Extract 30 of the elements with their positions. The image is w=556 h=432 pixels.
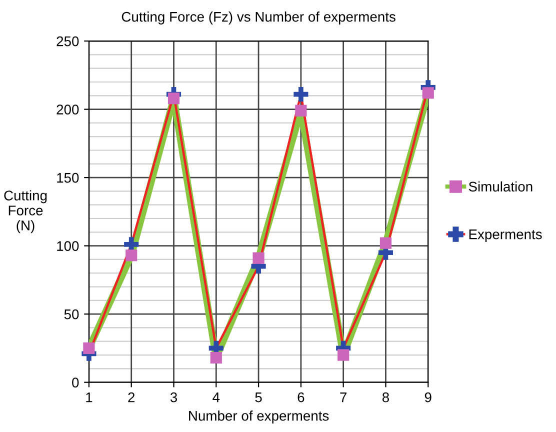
- x-tick-label: 3: [170, 392, 177, 402]
- x-tick-label: 4: [212, 392, 220, 402]
- y-axis-title: Cutting Force (N): [4, 190, 47, 234]
- x-axis-title: Number of experments: [189, 410, 329, 424]
- y-tick-label: 200: [56, 104, 79, 114]
- point: [83, 342, 95, 354]
- point: [126, 250, 138, 262]
- chart-title: Cutting Force (Fz) vs Number of experments: [122, 12, 396, 24]
- x-tick-label: 6: [298, 392, 304, 402]
- point: [338, 349, 350, 361]
- point: [294, 86, 308, 102]
- point: [422, 87, 434, 99]
- point: [210, 352, 222, 364]
- x-tick-label: 5: [255, 392, 262, 402]
- y-tick-label: 150: [57, 172, 79, 183]
- legend-label: Experments: [469, 230, 542, 242]
- y-tick-label: 100: [57, 241, 79, 251]
- y-tick-label: 250: [56, 36, 79, 46]
- x-tick-label: 9: [424, 392, 432, 402]
- point: [380, 237, 392, 249]
- point: [295, 104, 307, 116]
- x-tick-label: 1: [86, 392, 92, 402]
- y-tick-label: 50: [64, 309, 79, 320]
- x-tick-label: 2: [128, 392, 135, 402]
- x-tick-label: 7: [340, 392, 346, 402]
- legend-label: Simulation: [468, 181, 532, 192]
- point: [252, 252, 264, 264]
- x-tick-label: 8: [382, 392, 389, 402]
- y-tick-label: 0: [72, 378, 79, 388]
- point: [168, 92, 180, 104]
